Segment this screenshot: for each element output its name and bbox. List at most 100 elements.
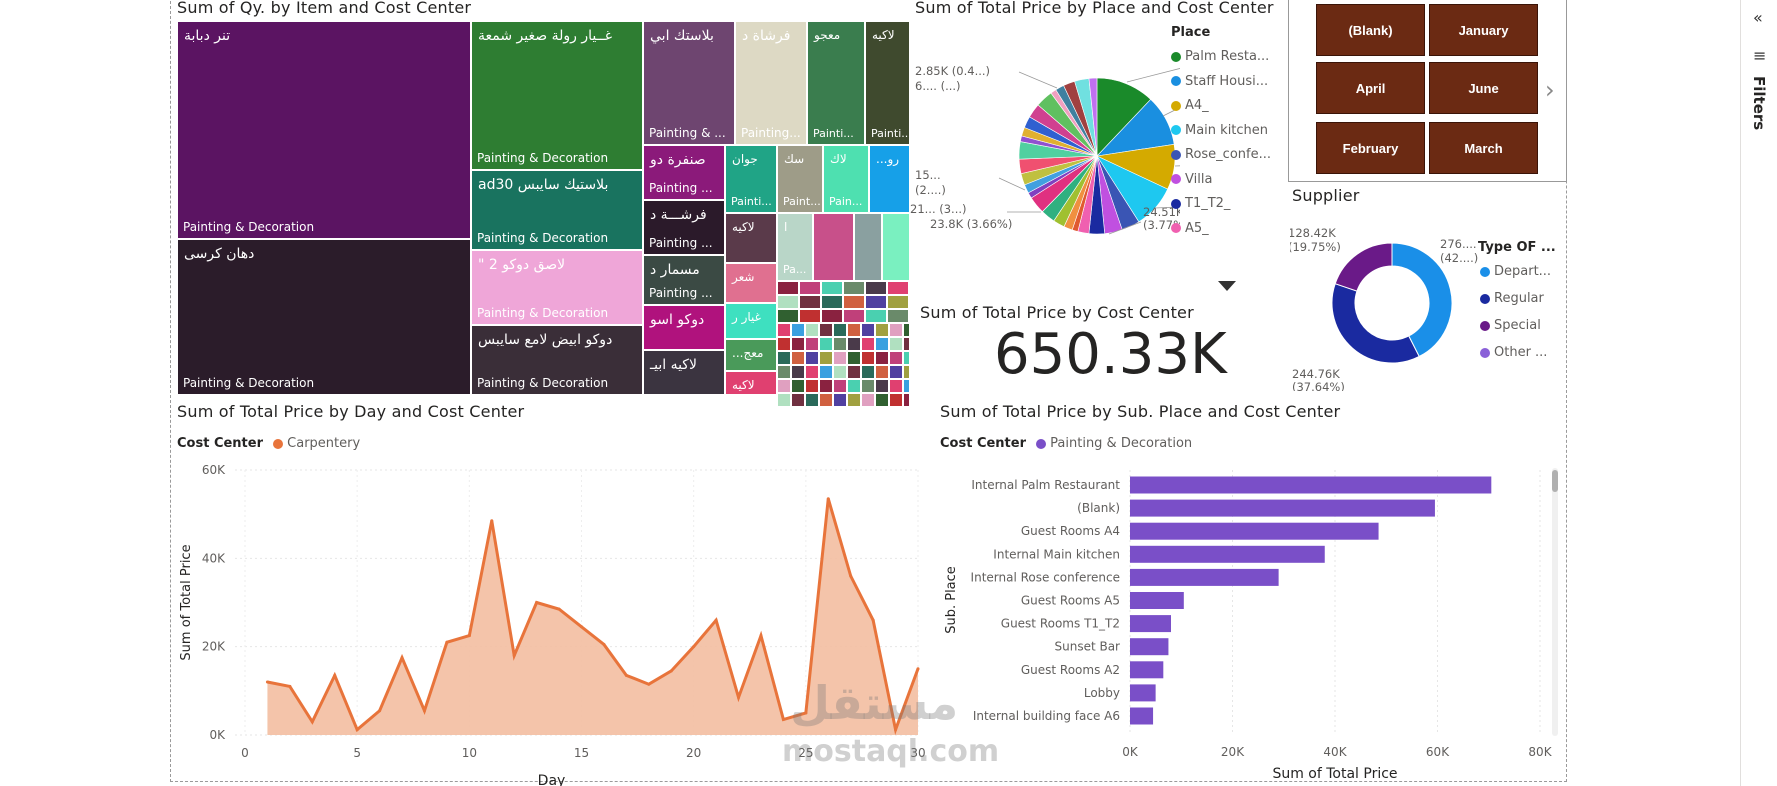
pie-legend-item[interactable]: Palm Resta... xyxy=(1171,49,1269,64)
treemap-cell[interactable]: بلاستك ابي Painting & ... xyxy=(643,21,735,145)
area-point[interactable] xyxy=(310,720,314,724)
donut-legend-item[interactable]: Depart... xyxy=(1480,264,1551,279)
treemap-small-cell[interactable] xyxy=(791,365,805,379)
treemap-cell[interactable]: لاك Pain... xyxy=(823,145,869,213)
area-point[interactable] xyxy=(265,680,269,684)
treemap-cell[interactable]: لاكيه xyxy=(725,371,777,395)
pie-legend-item[interactable]: Rose_confe... xyxy=(1171,147,1271,162)
treemap-cell[interactable]: معجو Painti... xyxy=(807,21,865,145)
donut-legend-item[interactable]: Regular xyxy=(1480,291,1544,306)
month-slicer-button[interactable]: April xyxy=(1316,62,1425,114)
treemap-small-cell[interactable] xyxy=(875,337,889,351)
pie-legend-item[interactable]: Staff Housi... xyxy=(1171,74,1268,89)
area-point[interactable] xyxy=(535,601,539,604)
treemap-small-cell[interactable] xyxy=(903,323,910,337)
bar-rect[interactable] xyxy=(1130,568,1279,586)
treemap-small-cell[interactable] xyxy=(819,379,833,393)
treemap-small-cell[interactable] xyxy=(847,365,861,379)
area-point[interactable] xyxy=(602,642,606,646)
pie-legend-item[interactable]: A4_ xyxy=(1171,98,1209,113)
treemap-small-cell[interactable] xyxy=(887,309,909,323)
treemap-cell[interactable]: ا Pa... xyxy=(777,213,813,281)
bar-rect[interactable] xyxy=(1130,545,1325,563)
filters-pane[interactable] xyxy=(1740,0,1777,786)
area-point[interactable] xyxy=(490,519,494,523)
treemap-small-cell[interactable] xyxy=(777,281,799,295)
treemap-small-cell[interactable] xyxy=(799,309,821,323)
treemap-small-cell[interactable] xyxy=(777,295,799,309)
area-point[interactable] xyxy=(894,728,898,732)
area-line[interactable] xyxy=(267,498,920,736)
area-point[interactable] xyxy=(759,634,763,638)
treemap-small-cell[interactable] xyxy=(805,379,819,393)
treemap-cell[interactable]: لاصق دوكو 2 " Painting & Decoration xyxy=(471,250,643,325)
treemap-small-cell[interactable] xyxy=(875,379,889,393)
area-point[interactable] xyxy=(557,607,561,611)
treemap-small-cell[interactable] xyxy=(875,323,889,337)
donut-slice[interactable] xyxy=(1391,242,1453,358)
treemap-small-cell[interactable] xyxy=(821,295,843,309)
treemap-cell[interactable]: سك Paint... xyxy=(777,145,823,213)
bar-rect[interactable] xyxy=(1130,661,1164,679)
donut-slice[interactable] xyxy=(1331,283,1420,364)
treemap-small-cell[interactable] xyxy=(819,323,833,337)
treemap-cell[interactable] xyxy=(882,213,910,281)
pie-legend-item[interactable]: Main kitchen xyxy=(1171,123,1268,138)
treemap-small-cell[interactable] xyxy=(909,295,911,309)
bar-rect[interactable] xyxy=(1130,476,1492,494)
donut-slice[interactable] xyxy=(1334,242,1393,292)
treemap-cell[interactable]: فرشاة د Painting... xyxy=(735,21,807,145)
treemap-cell[interactable]: غــيار رولة صغير شمعة Painting & Decorati… xyxy=(471,21,643,170)
bar-chart[interactable]: 0K 20K 40K 60K 80K Internal Palm Restaurant (B… xyxy=(930,460,1570,786)
treemap-small-cell[interactable] xyxy=(833,393,847,407)
treemap-cell[interactable]: فرشـــة د Painting ... xyxy=(643,200,725,255)
treemap-small-cell[interactable] xyxy=(889,351,903,365)
bar-rect[interactable] xyxy=(1130,522,1379,540)
treemap-small-cell[interactable] xyxy=(875,365,889,379)
month-slicer-button[interactable]: March xyxy=(1429,122,1538,174)
treemap-small-cell[interactable] xyxy=(903,337,910,351)
treemap-cell[interactable] xyxy=(854,213,882,281)
area-point[interactable] xyxy=(781,718,785,722)
treemap-small-cell[interactable] xyxy=(887,295,909,309)
treemap-small-cell[interactable] xyxy=(861,379,875,393)
treemap-small-cell[interactable] xyxy=(799,295,821,309)
treemap-small-cell[interactable] xyxy=(819,337,833,351)
treemap-cell[interactable]: دوكو اسو xyxy=(643,305,725,350)
month-slicer-button[interactable]: February xyxy=(1316,122,1425,174)
bar-rect[interactable] xyxy=(1130,592,1184,609)
filters-label[interactable]: Filters xyxy=(1750,76,1768,131)
treemap-small-cell[interactable] xyxy=(903,393,910,407)
bar-rect[interactable] xyxy=(1130,499,1435,517)
bar-scrollbar-track[interactable] xyxy=(1552,468,1558,736)
area-point[interactable] xyxy=(804,711,808,715)
legend-scroll-down-icon[interactable] xyxy=(1218,281,1236,291)
treemap-small-cell[interactable] xyxy=(777,365,791,379)
treemap-small-cell[interactable] xyxy=(791,379,805,393)
treemap-small-cell[interactable] xyxy=(777,309,799,323)
treemap-cell[interactable]: معج... xyxy=(725,339,777,371)
treemap-small-cell[interactable] xyxy=(847,351,861,365)
collapse-filters-icon[interactable]: « xyxy=(1753,8,1763,27)
treemap-small-cell[interactable] xyxy=(821,281,843,295)
area-point[interactable] xyxy=(714,618,718,622)
area-point[interactable] xyxy=(467,634,471,638)
treemap-cell[interactable]: بلاستيك سايبس ad30 Painting & Decoration xyxy=(471,170,643,250)
treemap-small-cell[interactable] xyxy=(833,337,847,351)
pie-legend-item[interactable]: Villa xyxy=(1171,172,1212,187)
treemap-small-cell[interactable] xyxy=(875,393,889,407)
treemap-small-cell[interactable] xyxy=(861,351,875,365)
bar-rect[interactable] xyxy=(1130,615,1171,633)
treemap-small-cell[interactable] xyxy=(903,365,910,379)
pie-small-slice[interactable] xyxy=(1088,77,1098,157)
treemap-cell[interactable]: غيار ر xyxy=(725,303,777,339)
area-point[interactable] xyxy=(871,618,875,622)
pie-slice[interactable] xyxy=(1096,77,1152,157)
treemap-small-cell[interactable] xyxy=(805,351,819,365)
treemap-small-cell[interactable] xyxy=(889,365,903,379)
treemap-small-cell[interactable] xyxy=(805,393,819,407)
treemap-small-cell[interactable] xyxy=(889,337,903,351)
treemap-small-cell[interactable] xyxy=(865,295,887,309)
treemap-small-cell[interactable] xyxy=(777,379,791,393)
treemap-small-cell[interactable] xyxy=(903,351,910,365)
